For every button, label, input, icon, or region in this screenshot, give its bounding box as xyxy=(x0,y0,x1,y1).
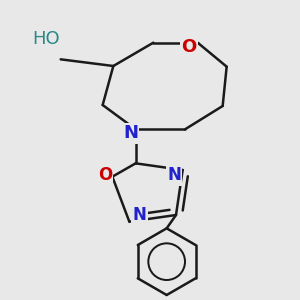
Text: O: O xyxy=(98,167,112,184)
Text: HO: HO xyxy=(33,30,60,48)
Text: N: N xyxy=(133,206,146,224)
Text: N: N xyxy=(167,167,181,184)
Text: O: O xyxy=(182,38,196,56)
Text: N: N xyxy=(123,124,138,142)
